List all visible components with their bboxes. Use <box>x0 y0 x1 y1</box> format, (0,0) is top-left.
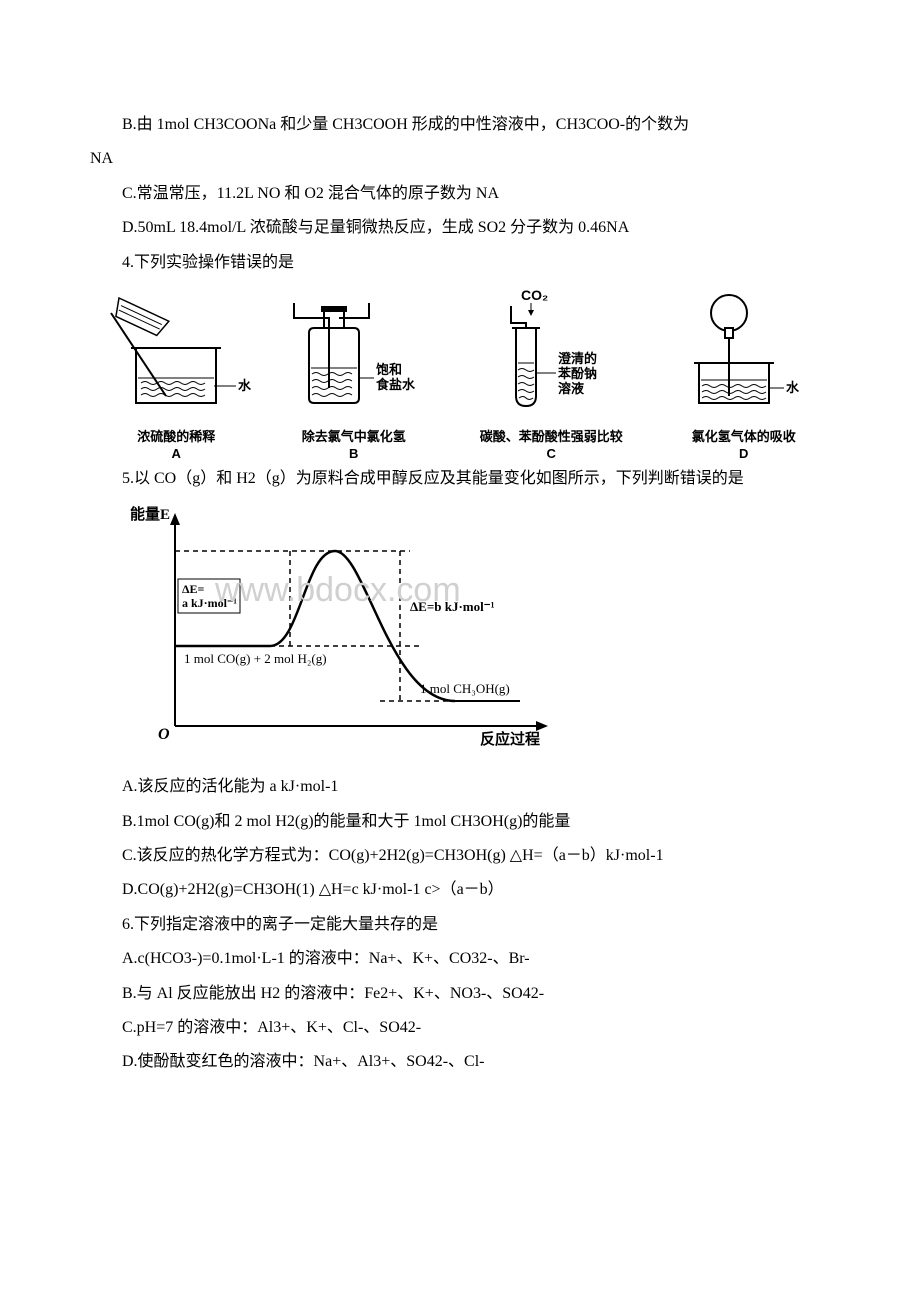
fig-c-co2-label: CO₂ <box>521 288 548 303</box>
q4-fig-b: 饱和 食盐水 除去氯气中氯化氢B <box>274 288 434 462</box>
diagram-xlabel: 反应过程 <box>480 730 540 748</box>
fig-a-water-label: 水 <box>238 378 251 393</box>
q5-stem: 5.以 CO（g）和 H2（g）为原料合成甲醇反应及其能量变化如图所示，下列判断… <box>90 464 830 494</box>
svg-text:O: O <box>158 726 170 743</box>
q3-option-d: D.50mL 18.4mol/L 浓硫酸与足量铜微热反应，生成 SO2 分子数为… <box>90 213 830 243</box>
q6-stem: 6.下列指定溶液中的离子一定能大量共存的是 <box>90 910 830 940</box>
diagram-product-label: 1 mol CH₃OH(g) <box>420 681 510 696</box>
fig-c-side-l3: 溶液 <box>558 381 584 396</box>
q6-option-a: A.c(HCO3-)=0.1mol·L-1 的溶液中：Na+、K+、CO32-、… <box>90 944 830 974</box>
fig-c-side-l2: 苯酚钠 <box>557 366 597 381</box>
q5-option-a: A.该反应的活化能为 a kJ·mol-1 <box>90 772 830 802</box>
fig-d-caption: 氯化氢气体的吸收D <box>669 429 819 463</box>
q4-stem: 4.下列实验操作错误的是 <box>90 248 830 278</box>
q4-fig-d: 水 氯化氢气体的吸收D <box>669 288 819 462</box>
q5-option-d: D.CO(g)+2H2(g)=CH3OH(1) △H=c kJ·mol-1 c>… <box>90 875 830 905</box>
fig-c-side-l1: 澄清的 <box>558 351 597 366</box>
fig-b-label-l1: 饱和 <box>375 362 402 377</box>
q4-fig-c: CO₂ 澄清的 苯酚钠 溶液 碳酸、苯酚酸性强弱比较C <box>456 288 646 462</box>
q3-option-b: B.由 1mol CH3COONa 和少量 CH3COOH 形成的中性溶液中，C… <box>90 110 830 140</box>
q3-option-c: C.常温常压，11.2L NO 和 O2 混合气体的原子数为 NA <box>90 179 830 209</box>
watermark-text: www.bdocx.com <box>214 571 461 609</box>
fig-c-caption: 碳酸、苯酚酸性强弱比较C <box>456 429 646 463</box>
q4-figure-row: 水 浓硫酸的稀释A 饱和 食盐水 <box>90 288 830 462</box>
fig-a-caption: 浓硫酸的稀释A <box>101 429 251 463</box>
fig-d-water-label: 水 <box>786 380 800 395</box>
diagram-ylabel: 能量E <box>130 505 170 523</box>
q6-option-b: B.与 Al 反应能放出 H2 的溶液中：Fe2+、K+、NO3-、SO42- <box>90 979 830 1009</box>
q5-energy-diagram: O 能量E 反应过程 ΔE= a kJ·mol⁻¹ ΔE=b kJ·mol⁻¹ … <box>120 501 830 762</box>
q6-option-c: C.pH=7 的溶液中：Al3+、K+、Cl-、SO42- <box>90 1013 830 1043</box>
q3-option-b-cont: NA <box>90 144 830 174</box>
diagram-reactant-label: 1 mol CO(g) + 2 mol H₂(g) <box>184 651 327 666</box>
fig-b-caption: 除去氯气中氯化氢B <box>274 429 434 463</box>
fig-b-label-l2: 食盐水 <box>376 377 416 392</box>
svg-text:ΔE=: ΔE= <box>182 582 205 596</box>
q4-fig-a: 水 浓硫酸的稀释A <box>101 288 251 462</box>
q5-option-c: C.该反应的热化学方程式为：CO(g)+2H2(g)=CH3OH(g) △H=（… <box>90 841 830 871</box>
q6-option-d: D.使酚酞变红色的溶液中：Na+、Al3+、SO42-、Cl- <box>90 1047 830 1077</box>
q5-option-b: B.1mol CO(g)和 2 mol H2(g)的能量和大于 1mol CH3… <box>90 807 830 837</box>
